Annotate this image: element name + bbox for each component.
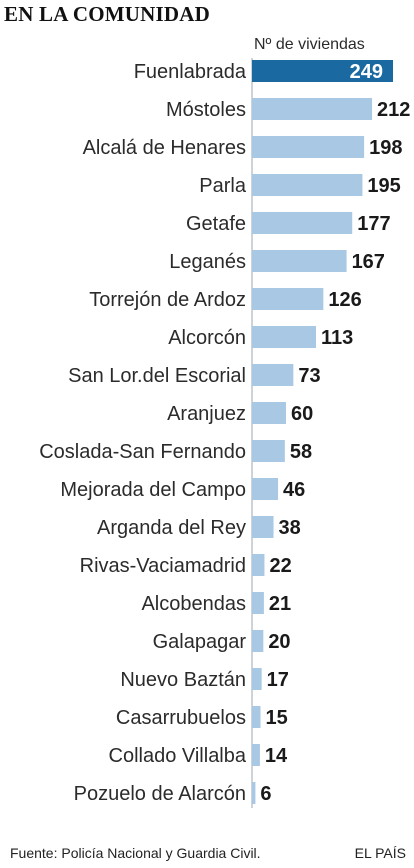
bar bbox=[252, 630, 264, 652]
bar bbox=[252, 288, 324, 310]
bar bbox=[252, 516, 274, 538]
value-label: 15 bbox=[265, 707, 287, 729]
bars-group: Fuenlabrada 249 Móstoles 212 Alcalá de Henar… bbox=[39, 60, 410, 805]
category-label: San Lor.del Escorial bbox=[68, 365, 246, 387]
value-label: 46 bbox=[283, 479, 305, 501]
bar-row: Getafe 177 bbox=[186, 212, 391, 235]
bar-row: Torrejón de Ardoz 126 bbox=[89, 288, 362, 311]
bar-row: Casarrubuelos 15 bbox=[116, 706, 288, 729]
bar-row: Pozuelo de Alarcón 6 bbox=[74, 782, 272, 805]
category-label: Coslada-San Fernando bbox=[39, 441, 246, 463]
category-label: Leganés bbox=[169, 251, 246, 273]
value-label: 73 bbox=[298, 365, 320, 387]
category-label: Mejorada del Campo bbox=[60, 479, 246, 501]
publisher-brand: EL PAÍS bbox=[354, 845, 406, 861]
bar-row: Móstoles 212 bbox=[166, 98, 410, 121]
value-label: 22 bbox=[269, 555, 291, 577]
category-label: Getafe bbox=[186, 213, 246, 235]
bar bbox=[252, 706, 261, 728]
value-label: 177 bbox=[357, 213, 390, 235]
bar-row: Leganés 167 bbox=[169, 250, 385, 273]
category-label: Alcobendas bbox=[141, 593, 246, 615]
category-label: Aranjuez bbox=[167, 403, 246, 425]
bar-row: San Lor.del Escorial 73 bbox=[68, 364, 321, 387]
value-label: 6 bbox=[260, 783, 271, 805]
category-label: Alcalá de Henares bbox=[83, 137, 246, 159]
bar bbox=[252, 744, 260, 766]
bar-row: Coslada-San Fernando 58 bbox=[39, 440, 312, 463]
bar bbox=[252, 250, 347, 272]
bar-row: Mejorada del Campo 46 bbox=[60, 478, 305, 501]
value-label: 167 bbox=[352, 251, 385, 273]
bar-row: Rivas-Vaciamadrid 22 bbox=[80, 554, 292, 577]
category-label: Fuenlabrada bbox=[134, 61, 247, 83]
bar bbox=[252, 592, 264, 614]
bar bbox=[252, 212, 353, 234]
bar bbox=[252, 782, 256, 804]
value-label: 126 bbox=[328, 289, 361, 311]
bar-row: Nuevo Baztán 17 bbox=[120, 668, 289, 691]
category-label: Casarrubuelos bbox=[116, 707, 246, 729]
bar-row: Galapagar 20 bbox=[153, 630, 291, 653]
bar bbox=[252, 98, 373, 120]
value-label: 38 bbox=[279, 517, 301, 539]
bar-row: Alcorcón 113 bbox=[168, 326, 353, 349]
bar bbox=[252, 402, 286, 424]
bar-row: Collado Villalba 14 bbox=[109, 744, 288, 767]
bar bbox=[252, 174, 363, 196]
category-label: Parla bbox=[199, 175, 247, 197]
category-label: Rivas-Vaciamadrid bbox=[80, 555, 246, 577]
bar-highlight bbox=[252, 60, 393, 82]
value-label: 113 bbox=[321, 327, 353, 349]
bar bbox=[252, 440, 285, 462]
bar-row: Arganda del Rey 38 bbox=[97, 516, 301, 539]
bar bbox=[252, 326, 316, 348]
bar-row: Fuenlabrada 249 bbox=[134, 60, 393, 83]
value-label: 58 bbox=[290, 441, 312, 463]
value-label: 195 bbox=[367, 175, 400, 197]
bar bbox=[252, 478, 279, 500]
bar-row: Aranjuez 60 bbox=[167, 402, 313, 425]
bar-row: Parla 195 bbox=[199, 174, 401, 197]
value-label: 198 bbox=[369, 137, 402, 159]
category-label: Alcorcón bbox=[168, 327, 246, 349]
value-label: 21 bbox=[269, 593, 291, 615]
bar-row: Alcobendas 21 bbox=[141, 592, 291, 615]
category-label: Collado Villalba bbox=[109, 745, 247, 767]
value-label: 249 bbox=[350, 61, 383, 83]
source-note: Fuente: Policía Nacional y Guardia Civil… bbox=[10, 845, 261, 861]
bar bbox=[252, 668, 262, 690]
value-label: 212 bbox=[377, 99, 410, 121]
bar bbox=[252, 554, 265, 576]
category-label: Arganda del Rey bbox=[97, 517, 246, 539]
value-label: 60 bbox=[291, 403, 313, 425]
chart-title: EN LA COMUNIDAD bbox=[4, 2, 211, 26]
value-label: 17 bbox=[267, 669, 289, 691]
bar-row: Alcalá de Henares 198 bbox=[83, 136, 402, 159]
category-label: Móstoles bbox=[166, 99, 246, 121]
value-label: 20 bbox=[268, 631, 290, 653]
category-label: Galapagar bbox=[153, 631, 247, 653]
bar bbox=[252, 136, 365, 158]
category-label: Pozuelo de Alarcón bbox=[74, 783, 246, 805]
value-axis-caption: Nº de viviendas bbox=[254, 36, 365, 53]
category-label: Torrejón de Ardoz bbox=[89, 289, 246, 311]
category-label: Nuevo Baztán bbox=[120, 669, 246, 691]
value-label: 14 bbox=[265, 745, 288, 767]
bar bbox=[252, 364, 294, 386]
